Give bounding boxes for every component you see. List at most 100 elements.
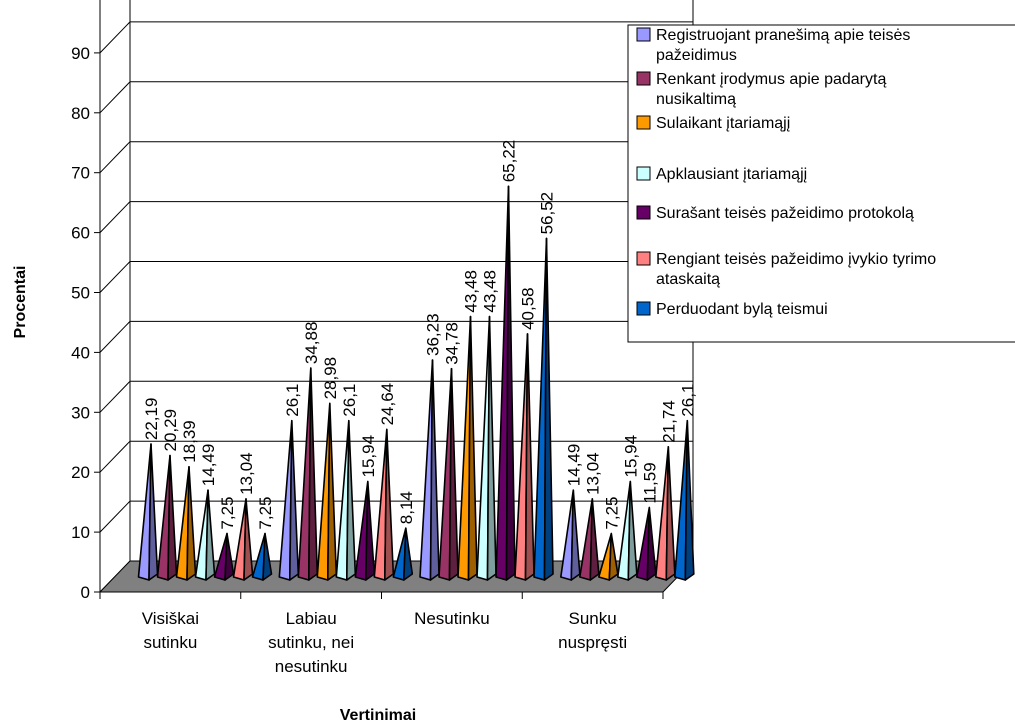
y-tick-label: 90 bbox=[71, 44, 90, 63]
cone-mark bbox=[673, 419, 695, 581]
data-label: 26,1 bbox=[678, 384, 697, 417]
cone-mark bbox=[278, 419, 300, 581]
cone-mark bbox=[635, 506, 657, 581]
data-label: 56,52 bbox=[538, 192, 557, 235]
cone-mark bbox=[297, 367, 319, 581]
legend-swatch bbox=[636, 27, 651, 42]
data-label: 43,48 bbox=[481, 270, 500, 313]
legend-swatch bbox=[636, 251, 651, 266]
data-label: 13,04 bbox=[583, 452, 602, 495]
data-label: 43,48 bbox=[462, 270, 481, 313]
data-label: 65,22 bbox=[500, 140, 519, 183]
y-tick-label: 40 bbox=[71, 343, 90, 362]
data-label: 26,1 bbox=[283, 384, 302, 417]
data-label: 22,19 bbox=[142, 398, 161, 441]
data-label: 7,25 bbox=[218, 497, 237, 530]
y-tick-label: 0 bbox=[81, 583, 90, 602]
cone-mark bbox=[597, 532, 619, 581]
y-axis-title: Procentai bbox=[12, 266, 29, 339]
cone-mark bbox=[559, 489, 581, 581]
cone-mark bbox=[232, 498, 254, 581]
cone-mark bbox=[137, 443, 159, 581]
x-axis: Visiškai sutinku Labiau sutinku, nei nesutin… bbox=[99, 591, 664, 676]
legend-entry: Apklausiant įtariamąjį bbox=[656, 166, 807, 183]
data-label: 14,49 bbox=[199, 444, 218, 487]
side-gridline bbox=[99, 380, 131, 413]
data-label: 13,04 bbox=[237, 452, 256, 495]
y-axis: 0 10 20 30 40 50 60 70 80 90 100 bbox=[62, 0, 101, 602]
legend-entry: Renkant įrodymus apie padarytą nusikaltim… bbox=[656, 71, 886, 108]
cone-mark bbox=[194, 489, 216, 581]
cone-mark bbox=[392, 527, 414, 581]
data-label: 18,39 bbox=[180, 420, 199, 463]
chart-side-wall bbox=[99, 0, 131, 594]
cone-mark bbox=[616, 480, 638, 581]
x-category-label: Nesutinku bbox=[414, 609, 490, 628]
legend-swatch bbox=[636, 115, 651, 130]
legend-entry: Rengiant teisės pažeidimo įvykio tyrimo a… bbox=[656, 251, 936, 288]
cone-mark bbox=[533, 237, 554, 581]
data-label: 26,1 bbox=[340, 384, 359, 417]
cone-mark bbox=[373, 428, 395, 581]
data-label: 21,74 bbox=[659, 400, 678, 443]
y-tick-label: 50 bbox=[71, 284, 90, 303]
legend-entry: Registruojant pranešimą apie teisės pažei… bbox=[656, 27, 910, 64]
legend-swatch bbox=[636, 71, 651, 86]
side-gridline bbox=[99, 261, 131, 293]
y-tick-label: 100 bbox=[62, 0, 90, 3]
cone-mark bbox=[175, 465, 197, 581]
side-gridline bbox=[99, 321, 131, 353]
cone-mark bbox=[251, 532, 273, 581]
cone-mark bbox=[316, 402, 338, 581]
cone-mark bbox=[419, 359, 440, 581]
cone-mark bbox=[578, 498, 600, 581]
data-label: 34,88 bbox=[302, 322, 321, 365]
cone-mark bbox=[654, 445, 676, 581]
cone-mark bbox=[476, 315, 497, 581]
data-label: 28,98 bbox=[321, 357, 340, 400]
y-tick-label: 80 bbox=[71, 104, 90, 123]
data-label: 36,23 bbox=[424, 313, 443, 356]
side-gridline bbox=[99, 500, 131, 533]
side-gridline bbox=[99, 141, 131, 174]
data-label: 15,94 bbox=[359, 435, 378, 478]
data-label: 40,58 bbox=[519, 287, 538, 330]
data-label: 11,59 bbox=[640, 462, 659, 503]
cone-mark bbox=[495, 185, 516, 581]
data-label: 20,29 bbox=[161, 409, 180, 452]
x-axis-title: Vertinimai bbox=[340, 707, 416, 724]
data-label: 14,49 bbox=[564, 444, 583, 487]
data-label: 7,25 bbox=[602, 497, 621, 530]
cone-mark bbox=[156, 454, 178, 581]
data-label: 7,25 bbox=[256, 497, 275, 530]
y-tick-label: 70 bbox=[71, 164, 90, 183]
legend-entry: Surašant teisės pažeidimo protokolą bbox=[656, 205, 914, 222]
cone-mark bbox=[335, 419, 357, 581]
side-gridline bbox=[99, 201, 131, 233]
data-label: 34,78 bbox=[443, 322, 462, 365]
y-tick-label: 30 bbox=[71, 403, 90, 422]
legend-swatch bbox=[636, 301, 651, 316]
y-tick-label: 20 bbox=[71, 463, 90, 482]
cone-mark bbox=[213, 532, 235, 581]
legend-box bbox=[627, 24, 1015, 343]
x-category-label: Sunku nuspręsti bbox=[558, 609, 627, 652]
x-category-label: Visiškai sutinku bbox=[142, 609, 199, 652]
data-label: 24,64 bbox=[378, 383, 397, 426]
x-category-label: Labiau sutinku, nei nesutinku bbox=[268, 609, 354, 676]
legend-swatch bbox=[636, 166, 651, 181]
cone-mark bbox=[354, 480, 376, 581]
legend-swatch bbox=[636, 205, 651, 220]
side-gridline bbox=[99, 21, 131, 54]
y-tick-label: 10 bbox=[71, 523, 90, 542]
cone-mark bbox=[438, 367, 459, 581]
cone-series bbox=[137, 185, 695, 581]
gridlines bbox=[99, 21, 693, 533]
y-tick-label: 60 bbox=[71, 224, 90, 243]
cone-mark bbox=[514, 333, 535, 581]
side-gridline bbox=[99, 440, 131, 473]
data-label: 8,14 bbox=[397, 491, 416, 524]
legend-entry: Sulaikant įtariamąjį bbox=[656, 115, 790, 132]
